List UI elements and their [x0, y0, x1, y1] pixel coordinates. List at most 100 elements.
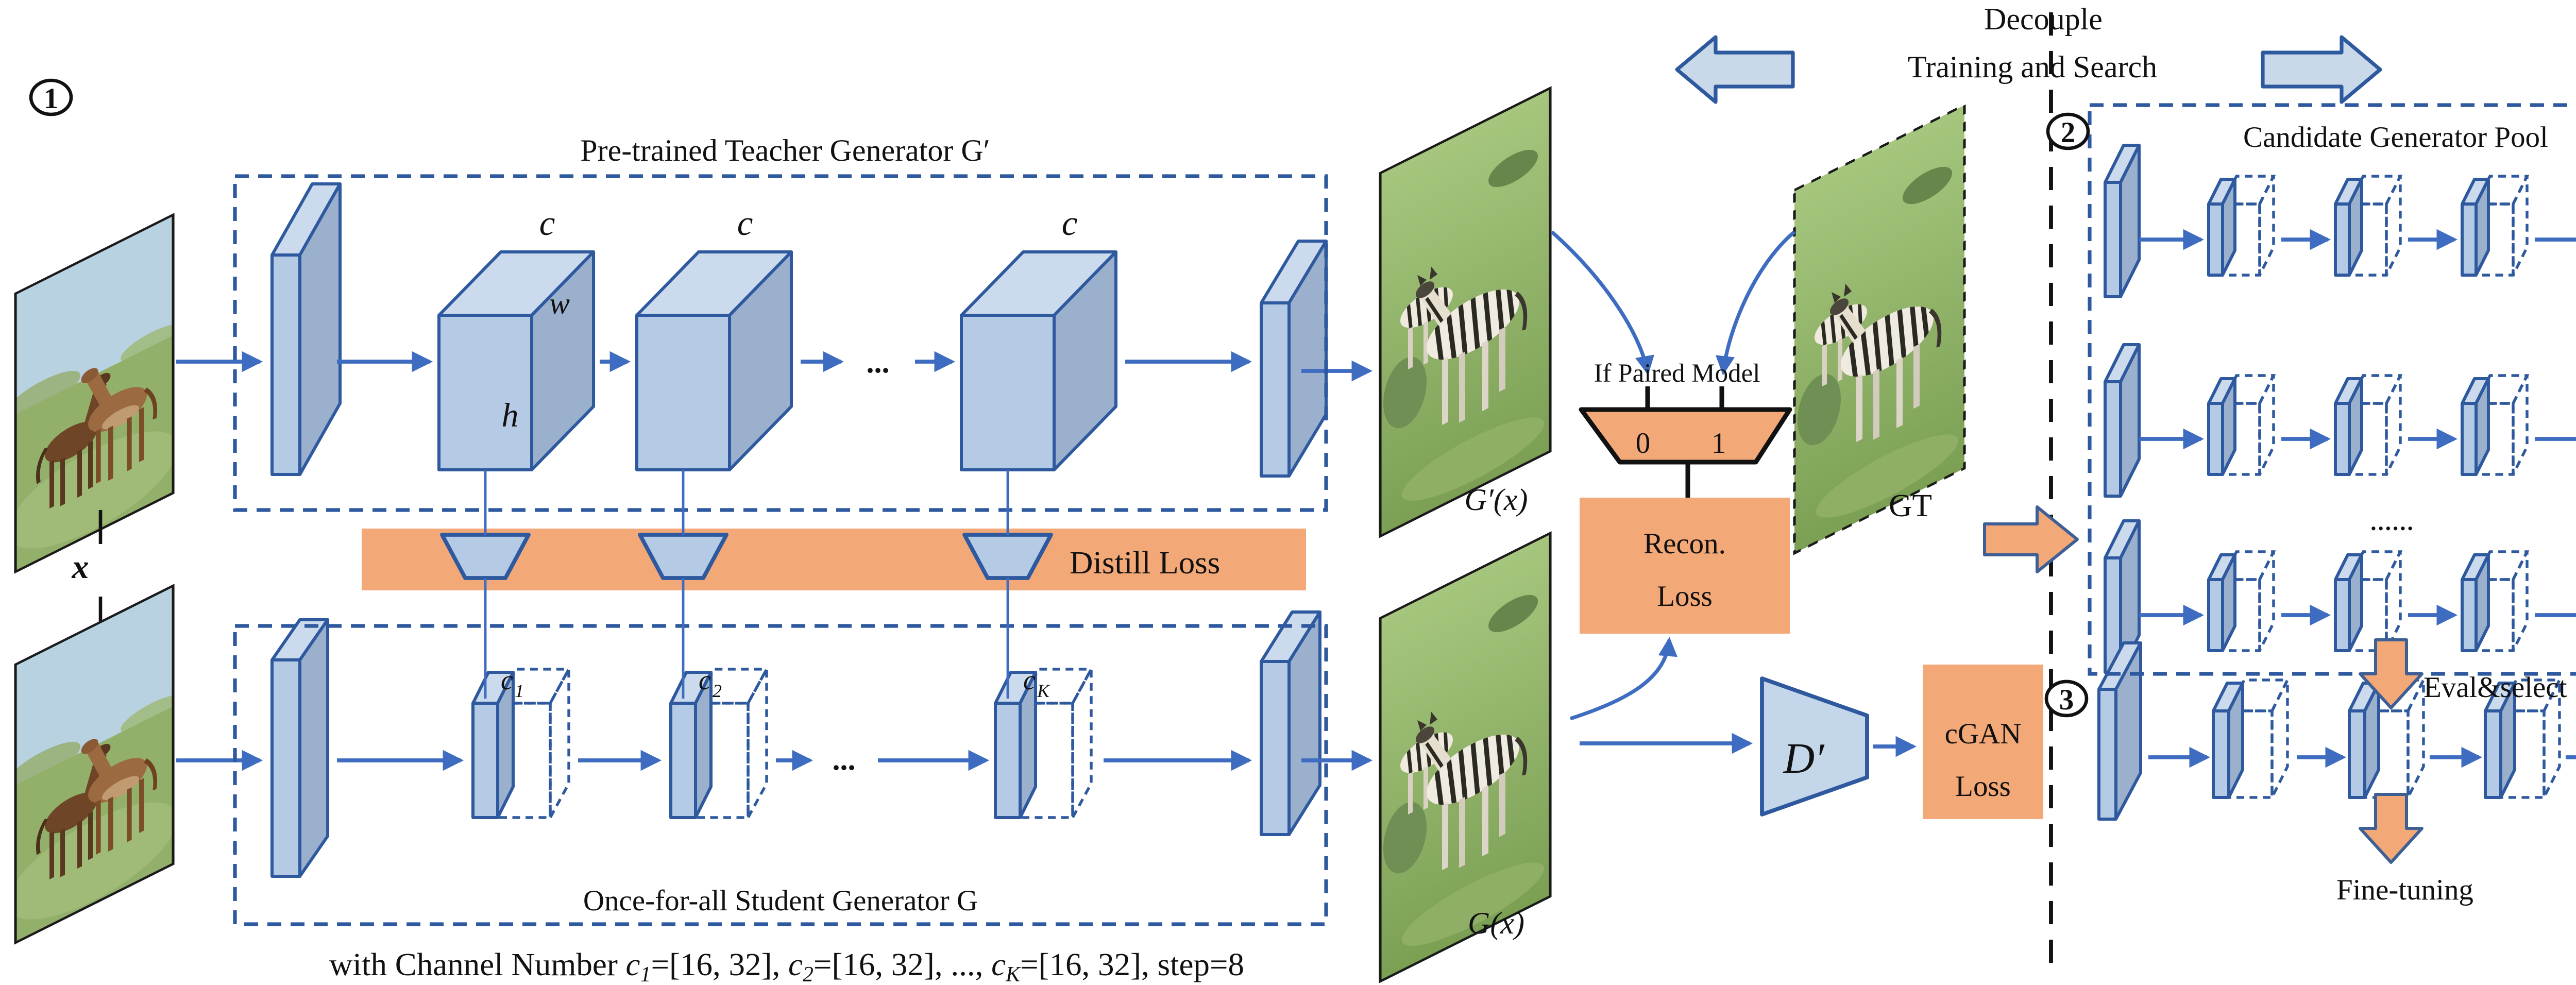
step2-badge: [2046, 112, 2090, 150]
ghost-block-4-side: [2385, 175, 2402, 276]
formula-sub2: 2: [803, 963, 814, 985]
decouple-banner: [1675, 35, 2382, 104]
step2-number: 2: [2061, 116, 2076, 149]
ghost-block-6-side: [2258, 375, 2275, 475]
discriminator-label: D′: [1783, 735, 1825, 783]
cgan-loss-line1: cGAN: [1945, 718, 2022, 750]
conv-block-17-front-face: [2333, 401, 2351, 476]
conv-block-27-front-face: [2347, 709, 2366, 799]
teacher-title: Pre-trained Teacher Generator G′: [580, 133, 990, 167]
distill-adapter-2: [638, 533, 728, 580]
student-channel-labels: c 1 c 2 c K: [501, 665, 1050, 701]
conv-block-5-front-face: [270, 658, 302, 878]
banner-right-arrow: [2261, 35, 2382, 104]
candidate-pool-box: [2088, 103, 2576, 676]
ghost-block-11-front: [2475, 578, 2515, 652]
step1-badge: [29, 78, 73, 116]
distill-adapter-3: [962, 533, 1053, 580]
conv-block-3-front-face: [960, 313, 1056, 471]
conv-block-15-front-face: [2103, 380, 2122, 498]
conv-block-2-front-face: [635, 313, 732, 471]
ghost-block-8-front: [2475, 402, 2515, 476]
finetune-arrow: [2358, 792, 2424, 864]
pool-title: Candidate Generator Pool: [2243, 121, 2548, 154]
conv-block-6-front-face: [471, 701, 500, 819]
ghost-block-12-side: [2270, 679, 2289, 799]
step3-badge: [2044, 680, 2089, 718]
formula-cK: c: [991, 946, 1006, 982]
recon-loss-line1: Recon.: [1643, 528, 1726, 560]
ghost-block-9-side: [2258, 551, 2275, 652]
eval-select-label: Eval&select: [2424, 671, 2567, 704]
discriminator-trapezoid: [1760, 676, 1869, 817]
conv-block-28-front-face: [2483, 709, 2502, 799]
step-badges: [29, 78, 2090, 718]
conv-block-9-front-face: [1260, 659, 1291, 836]
ghost-block-3-front: [2221, 202, 2261, 277]
banner-left-arrow: [1675, 35, 1795, 104]
conv-block-13-front-face: [2460, 202, 2478, 277]
teacher-ellipsis: ...: [867, 345, 890, 379]
input-photo-x-bottom: [14, 584, 175, 945]
step3-number: 3: [2059, 684, 2074, 716]
formula-c1: c: [626, 946, 640, 982]
conv-block-11-front-face: [2207, 202, 2224, 277]
ghost-block-6-front: [2221, 402, 2261, 476]
teacher-output-label: G′(x): [1464, 483, 1528, 517]
conv-block-7-front-face: [669, 701, 698, 819]
paired-selector: [1550, 230, 1796, 498]
if-paired-caption: If Paired Model: [1594, 359, 1760, 388]
conv-block-1-front-face: [437, 313, 534, 471]
conv-block-5-side-face: [298, 618, 330, 878]
ghost-block-2-side: [1071, 668, 1093, 819]
student-ellipsis: ...: [833, 742, 856, 776]
paired-selector-trapezoid: [1579, 407, 1792, 465]
teacher-dim-c3: c: [1062, 203, 1078, 243]
ghost-block-1-top: [693, 668, 769, 705]
conv-block-8-front-face: [994, 701, 1022, 819]
student-c2-base: c: [699, 665, 711, 695]
ghost-block-3-side: [2258, 175, 2275, 276]
eval-select-arrow: [2358, 638, 2424, 709]
input-x-label: x: [72, 548, 89, 586]
teacher-dim-c2: c: [737, 203, 753, 243]
formula-eq2: =[16, 32], ...,: [814, 946, 991, 982]
ghost-block-2-top: [1018, 668, 1094, 705]
step1-number: 1: [44, 82, 59, 115]
student-title: Once-for-all Student Generator G: [583, 885, 978, 917]
distill-connector-lines: [484, 469, 1009, 699]
student-output-photo: [1379, 531, 1552, 983]
student-c1-sub: 1: [515, 681, 524, 701]
channel-number-formula: with Channel Number c1=[16, 32], c2=[16,…: [329, 946, 1244, 985]
formula-eq3: =[16, 32], step=8: [1020, 946, 1244, 982]
conv-block-0-front-face: [270, 253, 302, 476]
distill-adapter-1: [440, 533, 531, 580]
ghost-block-1-side: [747, 668, 768, 819]
ghost-block-13-side: [2406, 679, 2425, 799]
teacher-output-photo: [1379, 86, 1552, 538]
ghost-block-14-side: [2543, 679, 2561, 799]
conv-block-18-front-face: [2460, 401, 2478, 476]
conv-block-10-front-face: [2103, 180, 2122, 298]
formula-sub1: 1: [640, 963, 651, 985]
formula-c2: c: [788, 946, 803, 982]
fine-tuning-label: Fine-tuning: [2336, 874, 2473, 906]
distill-adapters: [440, 533, 1053, 580]
cgan-loss-box: [1922, 664, 2043, 819]
formula-eq1: =[16, 32],: [651, 946, 788, 982]
ghost-block-0-top: [495, 668, 571, 705]
gt-to-selector-arrow: [1715, 230, 1796, 376]
student-cK-sub: K: [1037, 681, 1050, 701]
conv-block-12-front-face: [2333, 202, 2351, 277]
ghost-block-7-front: [2348, 402, 2388, 476]
formula-prefix: with Channel Number: [329, 946, 626, 982]
banner-line2: Training and Search: [1908, 50, 2157, 84]
gt-label: GT: [1889, 487, 1932, 523]
input-photo-x-top: [14, 213, 175, 574]
banner-line1: Decouple: [1984, 2, 2103, 36]
search-handoff-arrow: [1982, 505, 2079, 573]
student-output-label: G(x): [1468, 906, 1524, 940]
distill-loss-label: Distill Loss: [1070, 545, 1220, 581]
ghost-block-5-front: [2475, 202, 2515, 277]
